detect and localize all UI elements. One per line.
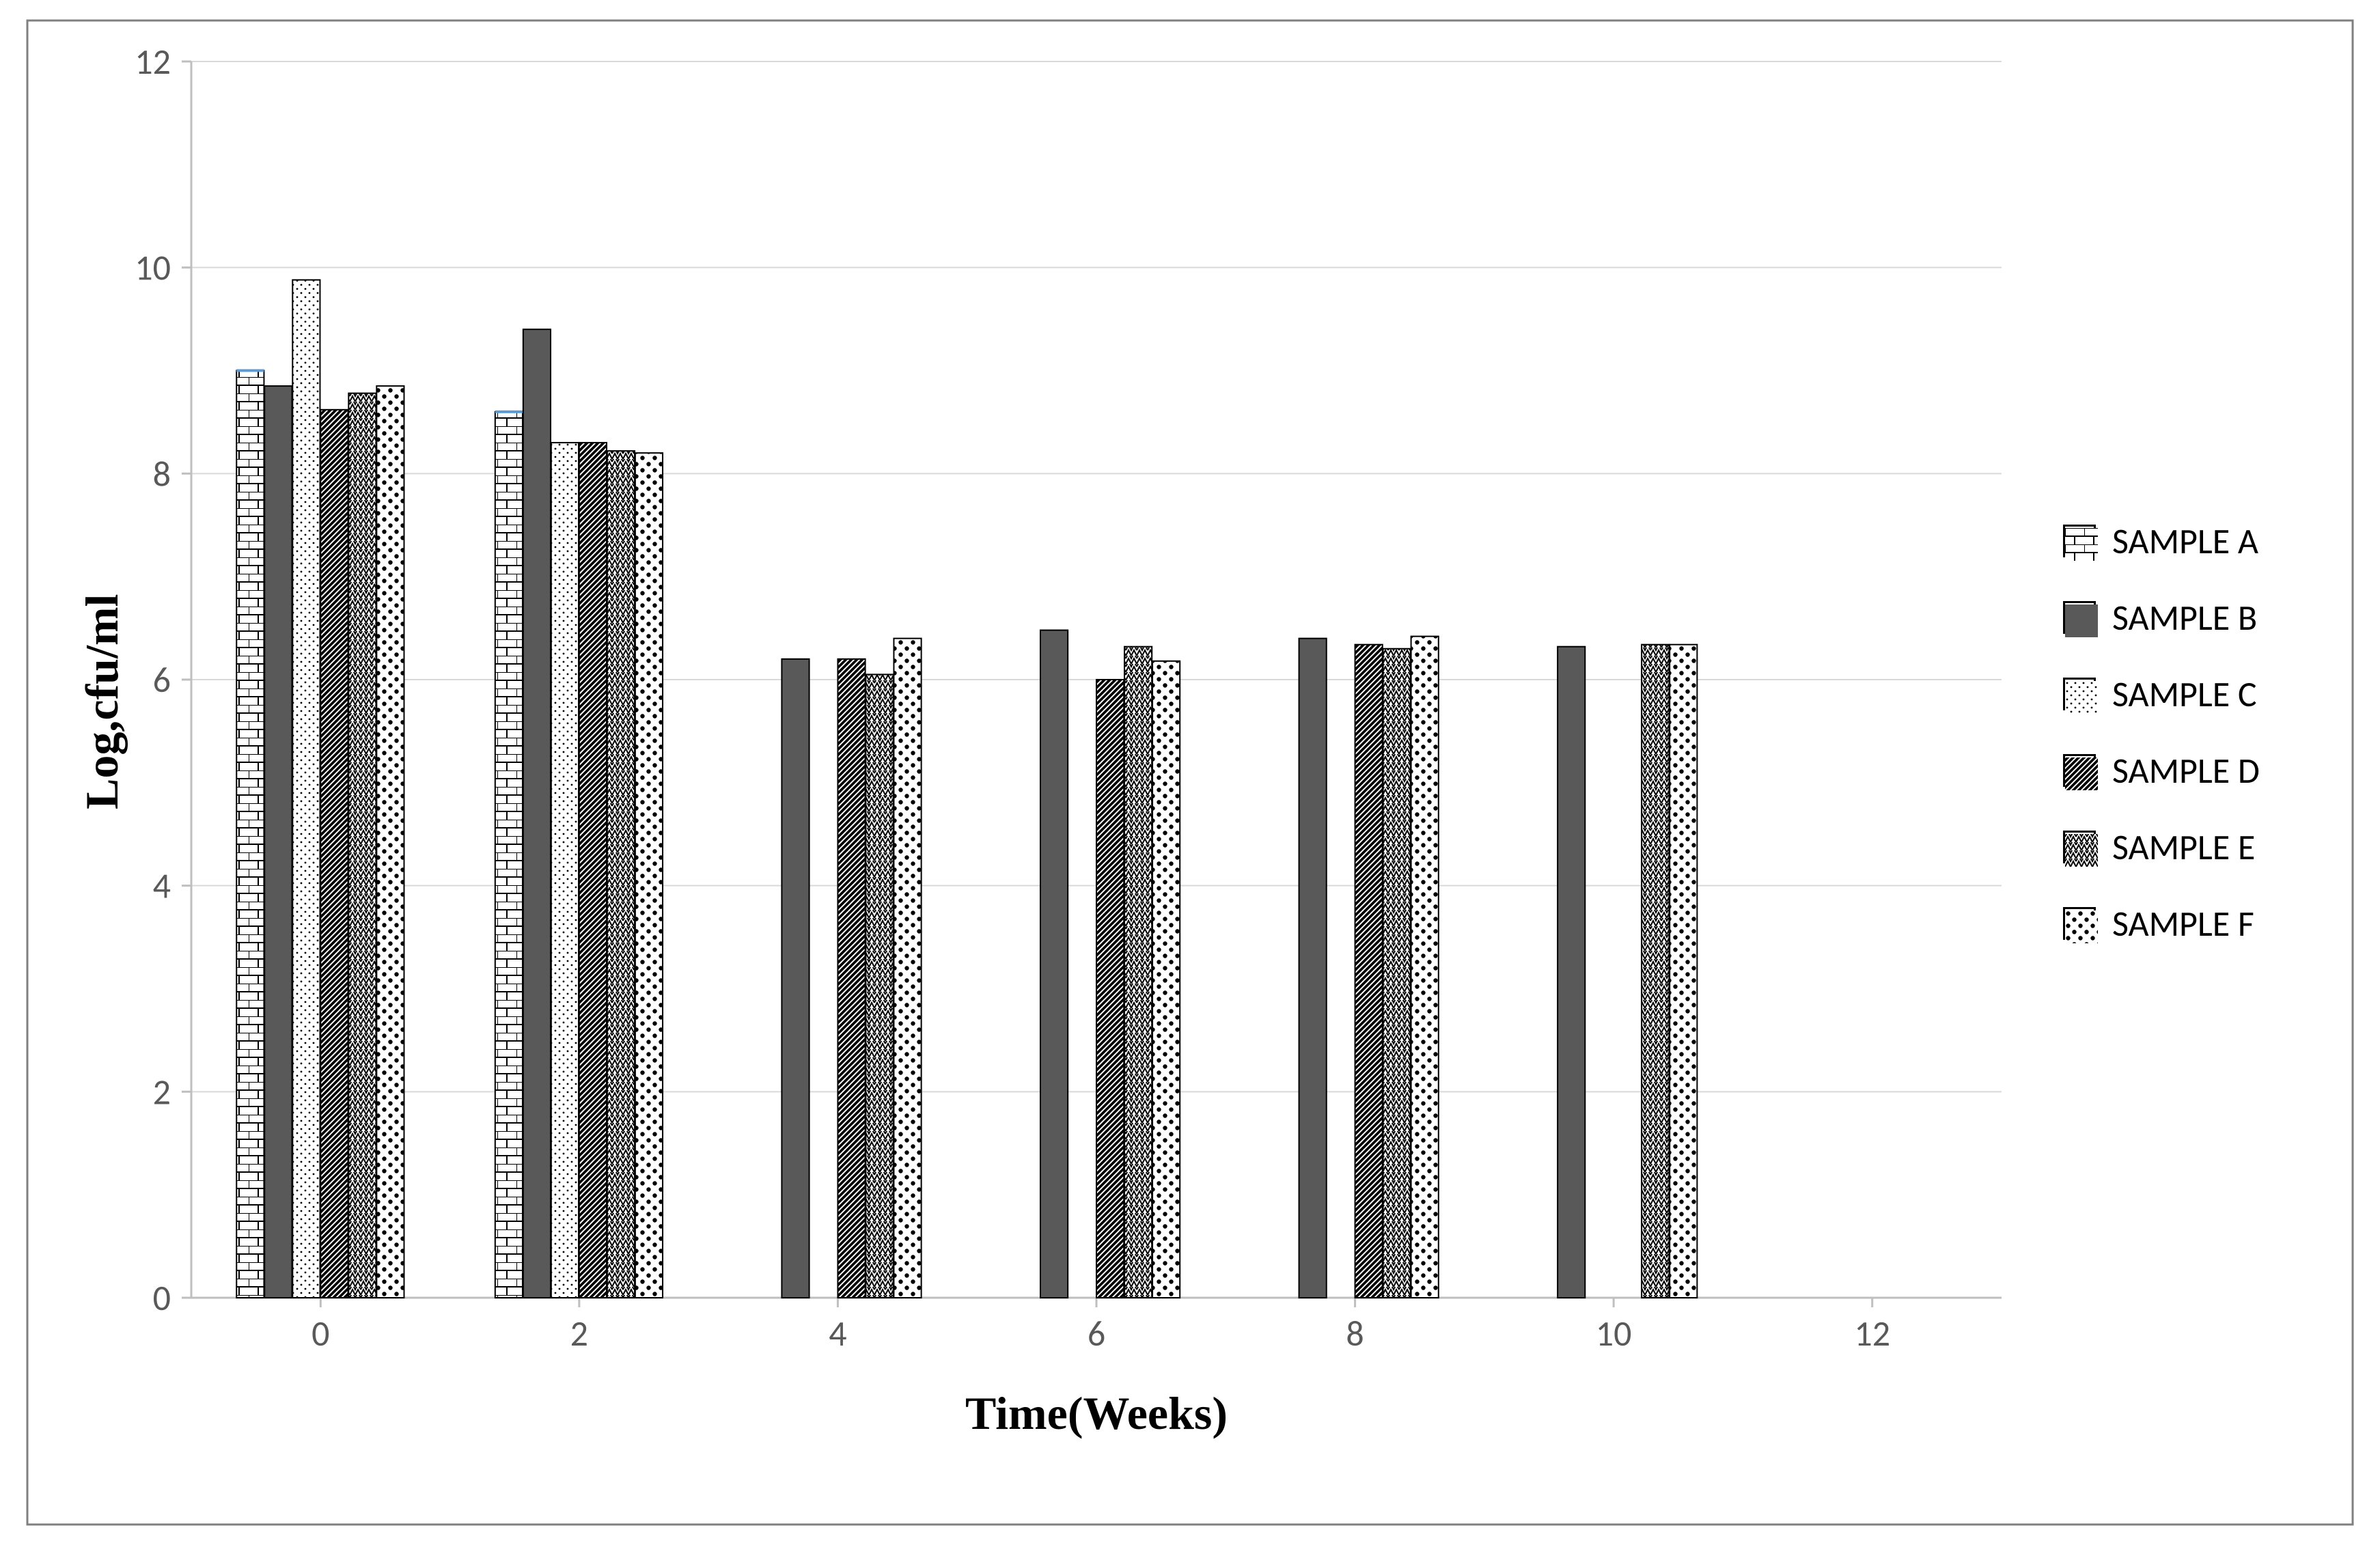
legend-item-D: SAMPLE D	[2063, 749, 2260, 792]
bar-E-week4	[866, 674, 893, 1298]
legend-label-D: SAMPLE D	[2112, 749, 2260, 792]
bar-F-week8	[1411, 637, 1439, 1298]
legend: SAMPLE A SAMPLE B SAMPLE C SAMPLE D SAMPLE E…	[2063, 519, 2260, 978]
bar-D-week6	[1096, 680, 1124, 1298]
legend-swatch-F	[2063, 907, 2096, 940]
svg-text:0: 0	[153, 1276, 171, 1320]
bar-F-week6	[1152, 661, 1180, 1298]
bar-C-week2	[551, 443, 579, 1298]
bar-D-week8	[1355, 645, 1383, 1298]
y-axis-label: Log,cfu/ml	[75, 594, 129, 809]
legend-label-E: SAMPLE E	[2112, 825, 2255, 869]
svg-text:12: 12	[135, 40, 171, 83]
legend-item-E: SAMPLE E	[2063, 825, 2260, 869]
legend-label-A: SAMPLE A	[2112, 519, 2258, 563]
svg-text:0: 0	[312, 1311, 329, 1355]
svg-text:2: 2	[153, 1070, 171, 1113]
bar-C-week0	[292, 280, 320, 1298]
svg-text:6: 6	[1088, 1311, 1105, 1355]
svg-text:10: 10	[135, 246, 171, 290]
bar-D-week4	[838, 659, 865, 1298]
legend-swatch-D	[2063, 754, 2096, 787]
legend-item-C: SAMPLE C	[2063, 672, 2260, 716]
bar-B-week8	[1299, 639, 1327, 1298]
bar-A-week2	[495, 412, 523, 1298]
bar-F-week2	[635, 453, 663, 1298]
legend-swatch-A	[2063, 525, 2096, 557]
legend-swatch-E	[2063, 831, 2096, 863]
bar-D-week0	[320, 410, 348, 1298]
chart-container: 0 2 4 6 8 10 12 0 2 4 6 8 10 12 Log,cfu/ml Time(Weeks…	[0, 0, 2380, 1545]
bar-B-week10	[1558, 647, 1585, 1298]
svg-text:8: 8	[1346, 1311, 1364, 1355]
svg-text:4: 4	[153, 864, 171, 908]
svg-text:2: 2	[570, 1311, 588, 1355]
bar-E-week6	[1124, 647, 1152, 1298]
bar-F-week0	[376, 386, 404, 1298]
legend-item-F: SAMPLE F	[2063, 902, 2260, 945]
bar-B-week0	[264, 386, 292, 1298]
bar-F-week4	[894, 639, 921, 1298]
x-axis-label: Time(Weeks)	[191, 1387, 2002, 1440]
legend-item-A: SAMPLE A	[2063, 519, 2260, 563]
bar-D-week2	[579, 443, 607, 1298]
bar-B-week2	[523, 329, 551, 1298]
legend-item-B: SAMPLE B	[2063, 596, 2260, 639]
bar-E-week8	[1383, 649, 1411, 1298]
bar-A-week0	[236, 371, 264, 1298]
legend-swatch-B	[2063, 601, 2096, 634]
legend-swatch-C	[2063, 678, 2096, 710]
svg-text:6: 6	[153, 658, 171, 701]
svg-text:8: 8	[153, 451, 171, 495]
legend-label-B: SAMPLE B	[2112, 596, 2257, 639]
svg-text:4: 4	[829, 1311, 846, 1355]
bar-B-week4	[781, 659, 809, 1298]
bar-B-week6	[1040, 630, 1068, 1298]
svg-text:12: 12	[1854, 1311, 1890, 1355]
bar-F-week10	[1670, 645, 1697, 1298]
bar-chart: 0 2 4 6 8 10 12 0 2 4 6 8 10 12	[0, 0, 2380, 1545]
bar-E-week10	[1642, 645, 1669, 1298]
bar-E-week0	[348, 393, 376, 1298]
legend-label-C: SAMPLE C	[2112, 672, 2257, 716]
svg-text:10: 10	[1596, 1311, 1632, 1355]
bar-E-week2	[607, 451, 635, 1298]
legend-label-F: SAMPLE F	[2112, 902, 2254, 945]
